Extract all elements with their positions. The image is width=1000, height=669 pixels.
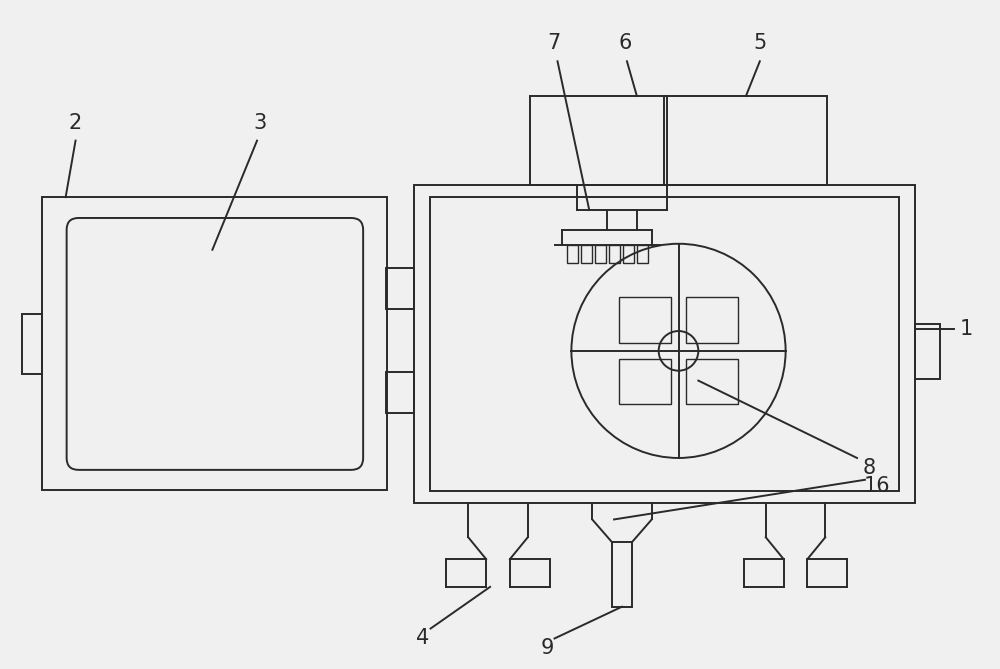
Text: 7: 7 (547, 33, 560, 54)
Bar (637, 245, 648, 263)
Text: 4: 4 (416, 628, 429, 648)
Bar (386, 268, 414, 309)
Bar (623, 245, 634, 263)
Text: 9: 9 (541, 638, 554, 658)
Text: 1: 1 (959, 319, 973, 339)
Bar (612, 543, 632, 607)
Bar (664, 96, 827, 185)
Text: 3: 3 (253, 113, 267, 132)
Bar (42, 197, 387, 490)
Text: 16: 16 (864, 476, 890, 496)
Text: 2: 2 (69, 113, 82, 132)
Bar (686, 359, 738, 405)
Bar (609, 245, 620, 263)
Bar (581, 245, 592, 263)
Bar (619, 297, 671, 343)
Text: 8: 8 (862, 458, 875, 478)
Bar (530, 96, 667, 185)
Bar (567, 245, 578, 263)
Bar (22, 314, 42, 374)
Bar (686, 297, 738, 343)
Bar (414, 185, 915, 502)
Bar (619, 359, 671, 405)
Text: 5: 5 (753, 33, 766, 54)
Bar (386, 372, 414, 413)
Text: 6: 6 (618, 33, 632, 54)
Bar (595, 245, 606, 263)
Bar (430, 197, 899, 490)
Bar (915, 324, 940, 379)
